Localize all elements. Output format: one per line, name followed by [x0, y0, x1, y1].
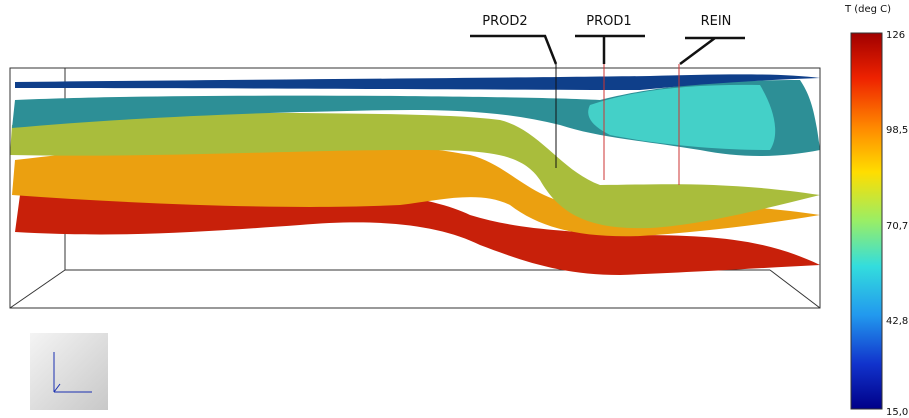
layer-blue — [15, 74, 820, 90]
well-traces — [555, 64, 680, 185]
colorbar-tick-label: 126 — [886, 30, 905, 41]
colorbar — [850, 32, 883, 410]
layer-green — [10, 112, 820, 229]
colorbar-tick-label: 98,5 — [886, 125, 908, 136]
bounding-box-front — [9, 67, 821, 309]
layer-cyan-zone — [588, 84, 776, 150]
well-label: REIN — [701, 14, 732, 29]
well-label: PROD2 — [482, 14, 527, 29]
axis-triad — [53, 352, 92, 393]
well-label: PROD1 — [586, 14, 631, 29]
colorbar-tick-label: 42,8 — [886, 316, 908, 327]
layer-red — [15, 183, 820, 275]
colorbar-tick-label: 70,7 — [886, 221, 908, 232]
axis-widget — [30, 333, 108, 410]
well-markers — [470, 34, 745, 66]
colorbar-tick-label: 15,0 — [886, 407, 908, 418]
colorbar-title: T (deg C) — [844, 4, 891, 15]
